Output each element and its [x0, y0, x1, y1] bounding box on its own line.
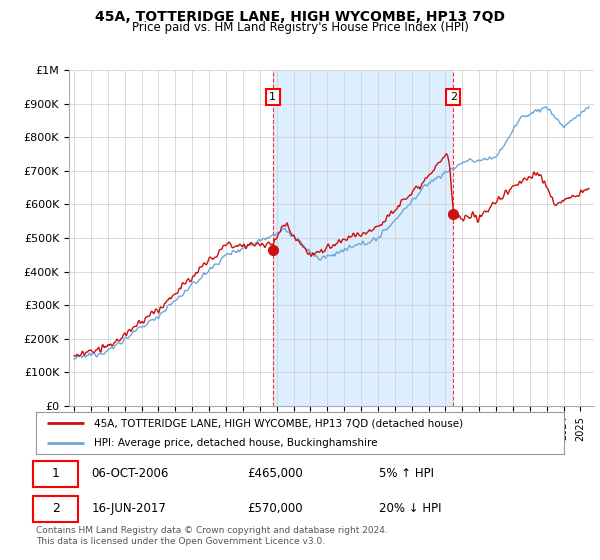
Text: HPI: Average price, detached house, Buckinghamshire: HPI: Average price, detached house, Buck…	[94, 438, 377, 448]
Text: 2: 2	[52, 502, 60, 515]
FancyBboxPatch shape	[34, 496, 78, 521]
Text: 06-OCT-2006: 06-OCT-2006	[91, 466, 169, 480]
Text: 20% ↓ HPI: 20% ↓ HPI	[379, 502, 442, 515]
Text: 16-JUN-2017: 16-JUN-2017	[91, 502, 166, 515]
Text: 5% ↑ HPI: 5% ↑ HPI	[379, 466, 434, 480]
Text: £465,000: £465,000	[247, 466, 303, 480]
Text: 1: 1	[269, 92, 276, 102]
Bar	[273, 70, 453, 406]
Text: 1: 1	[52, 466, 60, 480]
Text: Price paid vs. HM Land Registry's House Price Index (HPI): Price paid vs. HM Land Registry's House …	[131, 21, 469, 34]
Text: 2: 2	[449, 92, 457, 102]
Text: £570,000: £570,000	[247, 502, 303, 515]
FancyBboxPatch shape	[34, 460, 78, 487]
Text: 45A, TOTTERIDGE LANE, HIGH WYCOMBE, HP13 7QD: 45A, TOTTERIDGE LANE, HIGH WYCOMBE, HP13…	[95, 10, 505, 24]
Text: Contains HM Land Registry data © Crown copyright and database right 2024.
This d: Contains HM Land Registry data © Crown c…	[36, 526, 388, 546]
Text: 45A, TOTTERIDGE LANE, HIGH WYCOMBE, HP13 7QD (detached house): 45A, TOTTERIDGE LANE, HIGH WYCOMBE, HP13…	[94, 418, 463, 428]
